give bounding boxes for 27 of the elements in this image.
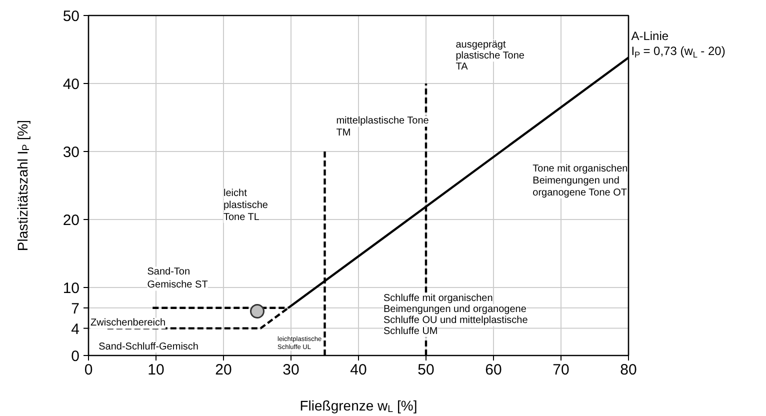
x-tick-label: 10 [148, 362, 164, 378]
annotation: mittelplastische Tone TM [336, 116, 430, 139]
y-tick-label: 40 [62, 76, 80, 93]
annotation: Zwischenbereich [90, 318, 166, 329]
y-tick-label: 30 [62, 144, 80, 161]
x-tick-label: 70 [552, 362, 570, 378]
x-tick-label: 20 [215, 362, 232, 378]
annotation: Sand-Schluff-Gemisch [98, 342, 198, 352]
annotation: leicht plastische Tone TL [224, 188, 268, 223]
y-tick-label: 0 [71, 348, 80, 365]
annotation: Sand-Ton Gemische ST [147, 266, 208, 291]
x-tick-label: 50 [418, 362, 434, 378]
x-tick-label: 80 [620, 362, 637, 378]
y-tick-label: 7 [71, 300, 80, 318]
annotation: Tone mit organischen Beimengungen und organogene Tone OT [532, 163, 628, 198]
x-tick-label: 30 [282, 362, 300, 378]
annotation: Schluffe mit organischen Beimengungen und organogene Schluffe OU und mittelplastische Schluffe UM [383, 293, 528, 338]
text: A-Linie [631, 28, 669, 43]
y-axis-title: Plastizitätszahl IP [%] [14, 120, 32, 252]
y-tick-label: 4 [71, 320, 80, 338]
x-tick-label: 40 [350, 362, 367, 378]
annotation: ausgeprägt plastische Tone TA [456, 40, 525, 73]
x-tick-label: 60 [485, 362, 502, 378]
x-tick-label: 0 [84, 362, 93, 378]
y-tick-label: 10 [62, 280, 80, 297]
y-tick-label: 50 [62, 8, 80, 25]
y-tick-label: 20 [62, 212, 80, 229]
